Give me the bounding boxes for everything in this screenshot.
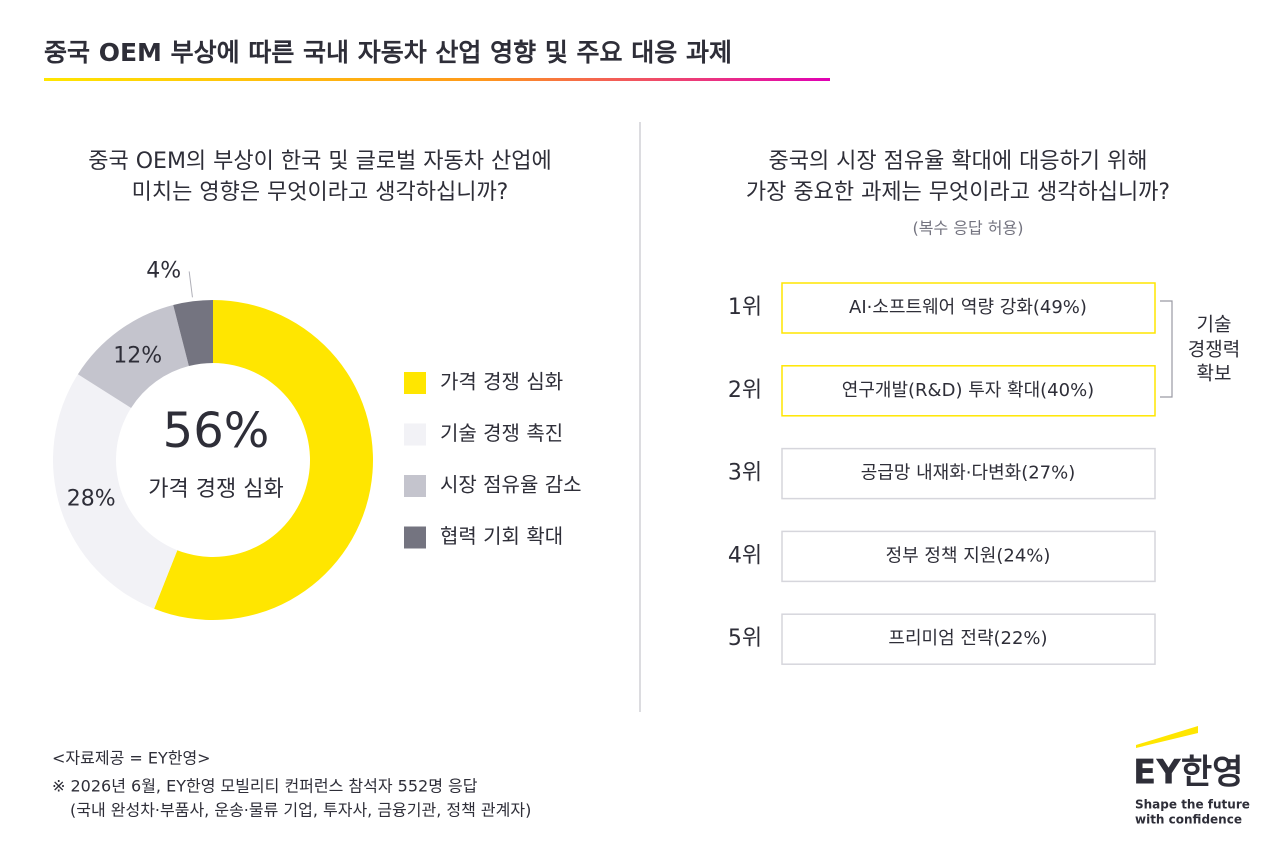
group-label: 경쟁력 (1188, 339, 1240, 361)
group-bracket (1160, 300, 1173, 398)
rank-box (781, 447, 1156, 500)
donut-segment (52, 374, 178, 609)
rank-number: 5위 (728, 626, 762, 651)
rank-box (781, 365, 1156, 417)
donut: 28% 12% 4% (52, 258, 373, 620)
rank-number: 2위 (728, 378, 762, 403)
chart-title: 중국 OEM의 부상이 한국 및 글로벌 자동차 산업에 (88, 149, 551, 174)
rank-number: 3위 (728, 461, 762, 486)
rank-box (781, 530, 1156, 583)
value-label: 12% (113, 343, 162, 368)
legend-swatch (404, 372, 426, 394)
group-label: 기술 (1197, 314, 1232, 336)
donut-segment (173, 300, 213, 367)
legend-label: 협력 기회 확대 (440, 524, 563, 548)
legend-swatch (404, 526, 426, 549)
legend-label: 기술 경쟁 촉진 (440, 421, 563, 445)
rank-box (781, 613, 1156, 665)
logo-tagline: Shape the future (1135, 798, 1250, 812)
leader-line (188, 271, 193, 298)
page-title: 중국 OEM 부상에 따른 국내 자동차 산업 영향 및 주요 대응 과제 (44, 38, 732, 67)
rank-box (781, 282, 1156, 334)
rank-label: 공급망 내재화·다변화(27%) (861, 463, 1076, 484)
logo-tagline: with confidence (1135, 813, 1242, 827)
donut-segment (77, 305, 189, 409)
logo-name: EY한영 (1133, 753, 1243, 793)
rank-number: 4위 (728, 543, 762, 568)
center-label: 가격 경쟁 심화 (148, 477, 283, 502)
ranking-list: 1위 AI·소프트웨어 역량 강화(49%) 2위 연구개발(R&D) 투자 확대(4… (728, 282, 1156, 665)
note: (국내 완성차·부품사, 운송·물류 기업, 투자사, 금융기관, 정책 관계자… (70, 801, 531, 820)
legend-swatch (404, 475, 426, 497)
ranking-title: 가장 중요한 과제는 무엇이라고 생각하십니까? (746, 180, 1170, 205)
rank-label: AI·소프트웨어 역량 강화(49%) (849, 297, 1087, 318)
rank-number: 1위 (728, 295, 762, 320)
logo-mark (1136, 726, 1198, 748)
center-value: 56% (163, 403, 270, 459)
group-label: 확보 (1197, 363, 1232, 385)
legend-label: 가격 경쟁 심화 (440, 370, 563, 394)
rank-label: 정부 정책 지원(24%) (886, 545, 1051, 566)
note: ※ 2026년 6월, EY한영 모빌리티 컨퍼런스 참석자 552명 응답 (52, 777, 478, 796)
legend-label: 시장 점유율 감소 (440, 473, 582, 497)
value-label: 4% (146, 258, 181, 283)
rank-label: 연구개발(R&D) 투자 확대(40%) (842, 380, 1094, 401)
title-underline (44, 78, 830, 81)
donut-segment (154, 300, 373, 620)
chart-title: 미치는 영향은 무엇이라고 생각하십니까? (132, 180, 509, 205)
ranking-subtitle: (복수 응답 허용) (913, 219, 1024, 238)
source: <자료제공 = EY한영> (52, 749, 211, 768)
legend-swatch (404, 423, 426, 446)
ranking-title: 중국의 시장 점유율 확대에 대응하기 위해 (768, 149, 1147, 174)
rank-label: 프리미엄 전략(22%) (888, 628, 1047, 649)
value-label: 28% (67, 487, 116, 512)
